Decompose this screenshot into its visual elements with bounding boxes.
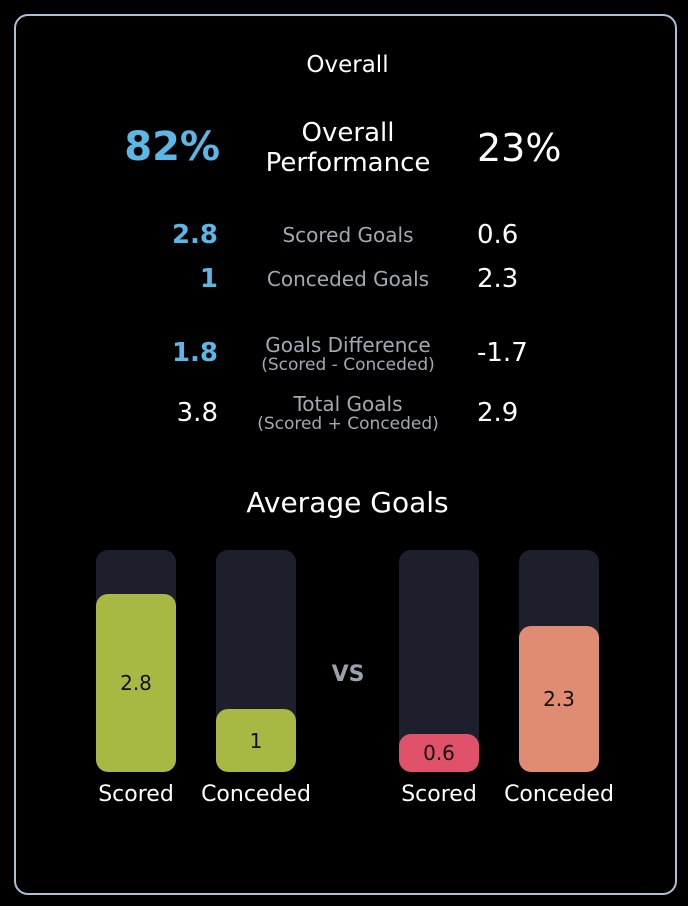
conceded-goals-label: Conceded Goals — [266, 267, 430, 291]
total-goals-left: 3.8 — [176, 398, 218, 428]
overall-performance-label: Overall Performance — [230, 118, 466, 178]
goals-difference-label: Goals Difference (Scored - Conceded) — [230, 334, 466, 374]
total-goals-title: Total Goals — [293, 392, 403, 416]
overall-performance-right: 23% — [477, 126, 562, 170]
bar-value-team-b-conceded: 2.3 — [543, 687, 575, 711]
bar-label-team-b-conceded: Conceded — [504, 782, 614, 807]
goals-difference-title: Goals Difference — [265, 333, 431, 357]
goals-difference-right: -1.7 — [477, 338, 528, 368]
bar-track-team-a-scored: 2.8 — [96, 550, 176, 772]
bar-track-team-b-scored: 0.6 — [399, 550, 479, 772]
bar-label-team-a-conceded: Conceded — [201, 782, 311, 807]
bar-track-team-a-conceded: 1 — [216, 550, 296, 772]
overall-performance-label-line2: Performance — [265, 148, 431, 178]
overall-performance-left: 82% — [124, 124, 220, 170]
bar-label-team-a-scored: Scored — [98, 782, 174, 807]
card-title: Overall — [306, 52, 389, 78]
bar-team-b-scored: 0.6 — [399, 734, 479, 772]
goals-difference-subtitle: (Scored - Conceded) — [261, 355, 435, 375]
overall-card: Overall 82% Overall Performance 23% 2.8 … — [14, 14, 677, 895]
total-goals-subtitle: (Scored + Conceded) — [257, 414, 439, 434]
total-goals-right: 2.9 — [477, 398, 519, 428]
bar-team-a-conceded: 1 — [216, 709, 296, 772]
goals-difference-left: 1.8 — [171, 338, 218, 368]
bar-value-team-a-conceded: 1 — [249, 728, 263, 753]
scored-goals-left: 2.8 — [171, 220, 218, 250]
total-goals-label: Total Goals (Scored + Conceded) — [230, 393, 466, 433]
vs-label: VS — [331, 662, 365, 687]
bar-team-b-conceded: 2.3 — [519, 626, 599, 772]
bar-team-a-scored: 2.8 — [96, 594, 176, 772]
overall-performance-label-line1: Overall — [301, 118, 395, 148]
average-goals-title: Average Goals — [246, 486, 449, 519]
scored-goals-label: Scored Goals — [282, 223, 414, 247]
bar-value-team-a-scored: 2.8 — [120, 671, 152, 695]
bar-label-team-b-scored: Scored — [401, 782, 477, 807]
conceded-goals-right: 2.3 — [477, 264, 519, 294]
bar-value-team-b-scored: 0.6 — [423, 741, 455, 765]
conceded-goals-left: 1 — [199, 264, 218, 294]
scored-goals-right: 0.6 — [477, 220, 519, 250]
bar-track-team-b-conceded: 2.3 — [519, 550, 599, 772]
